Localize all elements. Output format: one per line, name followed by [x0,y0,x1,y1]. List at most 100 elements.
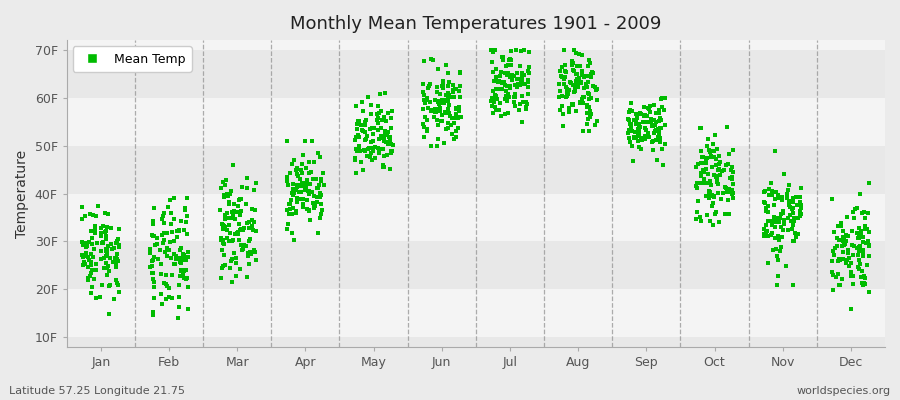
Point [861,238,876,244]
Point [856,250,870,256]
Point [453,94,467,100]
Point [517,80,531,87]
Point [566,82,580,88]
Point [787,219,801,225]
Point [655,94,670,101]
Point [765,230,779,236]
Point [790,230,805,237]
Point [856,247,870,253]
Point [857,280,871,286]
Point [637,136,652,142]
Point [848,206,862,212]
Point [495,86,509,92]
Point [423,107,437,114]
Point [384,141,399,148]
Point [355,99,369,106]
Point [629,117,643,124]
Point [104,224,119,231]
Point [446,94,461,100]
Point [104,240,118,247]
Point [761,192,776,198]
Point [248,227,263,234]
Point [626,158,640,164]
Point [493,68,508,75]
Point [371,115,385,121]
Point [775,193,789,200]
Point [573,79,588,86]
Point [111,280,125,286]
Point [146,312,160,318]
Point [384,148,399,154]
Point [94,256,108,262]
Point [156,212,170,219]
Bar [67,290,885,337]
Point [631,138,645,144]
Point [224,215,238,222]
Point [634,137,649,143]
Point [852,248,867,254]
Point [517,46,531,53]
Point [433,105,447,112]
Point [245,216,259,223]
Point [438,92,453,98]
Point [590,86,604,92]
Point [160,245,175,251]
Point [486,49,500,55]
Point [360,152,374,159]
Point [581,96,596,102]
Point [101,262,115,269]
Point [851,224,866,231]
Point [81,274,95,281]
Point [110,238,124,244]
Point [572,50,586,57]
Point [857,273,871,279]
Point [651,126,665,132]
Point [86,241,100,247]
Point [431,66,446,72]
Point [301,197,315,203]
Point [564,62,579,68]
Point [453,83,467,90]
Point [153,271,167,277]
Point [381,141,395,147]
Point [840,257,854,264]
Point [166,251,181,257]
Point [443,112,457,119]
Point [307,176,321,182]
Point [711,181,725,188]
Point [88,226,103,232]
Point [569,78,583,84]
Point [694,124,708,131]
Point [519,104,534,110]
Point [225,279,239,286]
Point [242,238,256,244]
Point [583,94,598,101]
Point [720,188,734,195]
Point [625,108,639,114]
Point [842,255,857,261]
Point [515,74,529,80]
Point [164,221,178,227]
Point [218,216,232,222]
Point [832,237,847,244]
Point [287,157,302,164]
Point [488,46,502,53]
Point [167,260,182,267]
Point [770,273,785,279]
Point [82,257,96,264]
Point [514,78,528,84]
Point [452,103,466,110]
Point [87,246,102,252]
Point [785,206,799,212]
Point [781,187,796,194]
Point [146,232,160,239]
Point [293,167,308,173]
Point [235,184,249,190]
Point [491,78,505,84]
Point [438,126,453,132]
Point [225,238,239,244]
Point [588,84,602,91]
Point [701,171,716,177]
Point [81,254,95,260]
Point [280,174,294,181]
